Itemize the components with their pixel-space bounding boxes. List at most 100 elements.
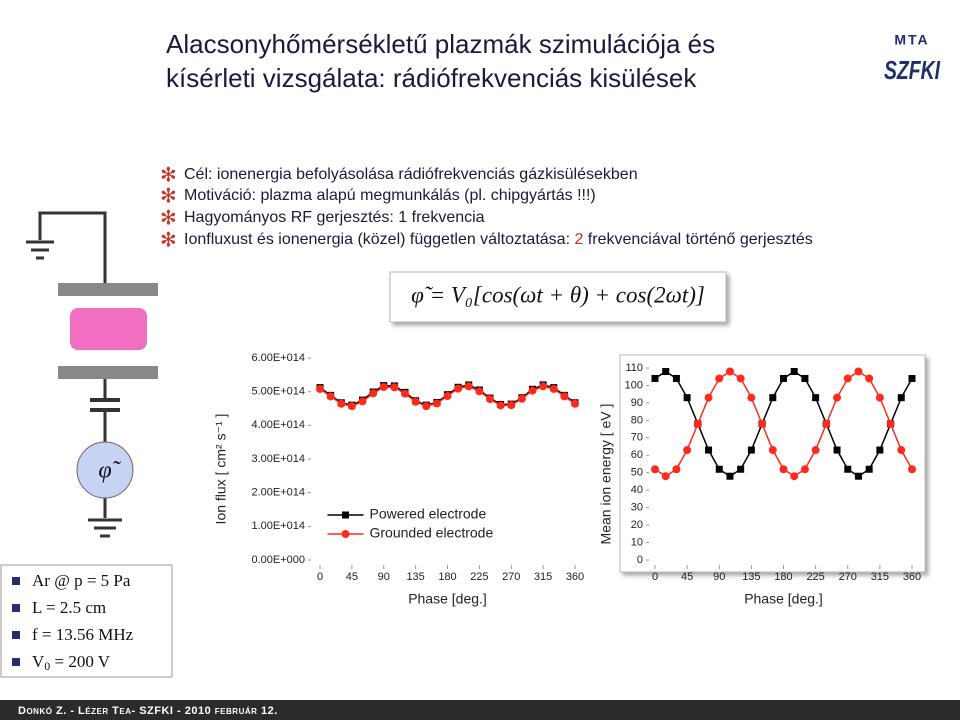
parameter: V0 = 200 V	[32, 652, 111, 673]
bullet-list: ✻ Cél: ionenergia befolyásolása rádiófre…	[160, 164, 813, 251]
marker	[844, 465, 852, 473]
bullet-symbol: ✻	[160, 185, 177, 207]
marker	[715, 465, 723, 473]
marker	[886, 419, 895, 428]
marker	[747, 393, 756, 402]
marker	[651, 465, 659, 474]
x-tick-label: 135	[406, 571, 424, 583]
x-tick-label: 225	[470, 571, 488, 583]
marker	[662, 367, 670, 375]
marker	[326, 392, 335, 401]
x-axis-label: Phase [deg.]	[744, 591, 823, 607]
marker	[715, 374, 724, 383]
charts: 0.00E+000 1.00E+014 2.00E+014 3.00E+014 4.00…	[213, 352, 921, 607]
marker	[422, 402, 431, 411]
bullet: Motiváció: plazma alapú megmunkálás (pl.…	[184, 187, 596, 204]
chart-frame	[619, 354, 926, 573]
y-tick-label: 0	[637, 554, 643, 566]
x-tick-label: 135	[742, 571, 760, 583]
marker	[875, 393, 884, 402]
marker	[725, 367, 734, 376]
x-tick-label: 0	[652, 571, 658, 583]
series	[651, 367, 916, 481]
bullet-symbol: ✻	[160, 164, 177, 186]
bullet-highlight: 2	[574, 231, 583, 248]
x-tick-label: 360	[566, 571, 584, 583]
y-tick-label: 70	[631, 432, 643, 444]
marker	[337, 399, 346, 408]
param-text: V	[32, 652, 45, 671]
title-line: Alacsonyhőmérsékletű plazmák szimulációj…	[166, 29, 715, 59]
param-text: = 200 V	[50, 652, 111, 671]
marker	[517, 394, 526, 403]
y-tick-label: 3.00E+014	[251, 453, 305, 465]
y-tick-label: 20	[631, 519, 643, 531]
marker	[897, 394, 905, 402]
marker	[496, 401, 505, 410]
y-tick-label: 4.00E+014	[251, 419, 305, 431]
marker	[432, 399, 441, 408]
marker	[358, 397, 367, 406]
marker	[560, 392, 569, 401]
marker	[908, 465, 916, 474]
parameter-box	[0, 564, 173, 678]
y-tick-label: 90	[631, 397, 643, 409]
marker	[854, 472, 862, 480]
equation-box	[389, 271, 727, 323]
x-tick-label: 90	[713, 571, 725, 583]
param-sub: 0	[44, 659, 50, 673]
param-text: f = 13.56 MHz	[32, 625, 134, 644]
x-tick-label: 270	[839, 571, 857, 583]
x-tick-label: 225	[806, 571, 824, 583]
marker	[854, 367, 863, 376]
marker	[790, 472, 799, 481]
marker	[672, 374, 680, 382]
y-tick-label: 30	[631, 502, 643, 514]
x-tick-label: 90	[378, 571, 390, 583]
marker	[704, 393, 713, 402]
marker	[780, 374, 787, 382]
x-tick-label: 0	[317, 571, 323, 583]
marker	[768, 446, 777, 455]
marker	[865, 374, 874, 383]
footer-bar	[0, 700, 960, 720]
legend-marker	[342, 511, 349, 519]
marker	[347, 402, 356, 411]
param-bullet	[12, 631, 20, 639]
marker	[549, 384, 558, 393]
param-bullet	[12, 604, 20, 612]
electrode	[58, 366, 158, 379]
parameter: L = 2.5 cm	[32, 598, 106, 617]
marker	[736, 374, 745, 383]
x-tick-label: 45	[346, 571, 358, 583]
marker	[661, 472, 670, 481]
bullet-symbol: ✻	[160, 229, 177, 251]
y-axis-label: Ion flux [ cm² s⁻¹ ]	[213, 414, 229, 525]
x-axis-label: Phase [deg.]	[408, 591, 487, 607]
marker	[316, 384, 324, 393]
marker	[843, 374, 852, 383]
bullet-text: Motiváció: plazma alapú megmunkálás (pl.…	[184, 187, 596, 204]
marker	[876, 446, 884, 454]
legend-label: Grounded electrode	[370, 525, 494, 541]
marker	[812, 394, 820, 402]
marker	[454, 384, 463, 393]
electrode	[58, 283, 158, 296]
legend-label: Powered electrode	[370, 506, 487, 522]
logo: SZFKI	[884, 55, 941, 85]
marker	[528, 386, 537, 395]
bullet-text: Hagyományos RF gerjesztés: 1 frekvencia	[184, 209, 485, 226]
marker	[369, 389, 378, 398]
bullet-text: Ionfluxust és ionenergia (közel) függetl…	[184, 231, 574, 248]
plasma	[70, 308, 147, 350]
bullet: Hagyományos RF gerjesztés: 1 frekvencia	[184, 209, 485, 226]
marker	[779, 465, 788, 474]
marker	[833, 393, 842, 402]
param-text: Ar @ p = 5 Pa	[32, 571, 131, 590]
marker	[379, 382, 388, 391]
marker	[683, 394, 691, 402]
marker	[683, 446, 692, 455]
param-text: L = 2.5 cm	[32, 598, 106, 617]
marker	[790, 367, 798, 375]
marker	[705, 446, 713, 454]
